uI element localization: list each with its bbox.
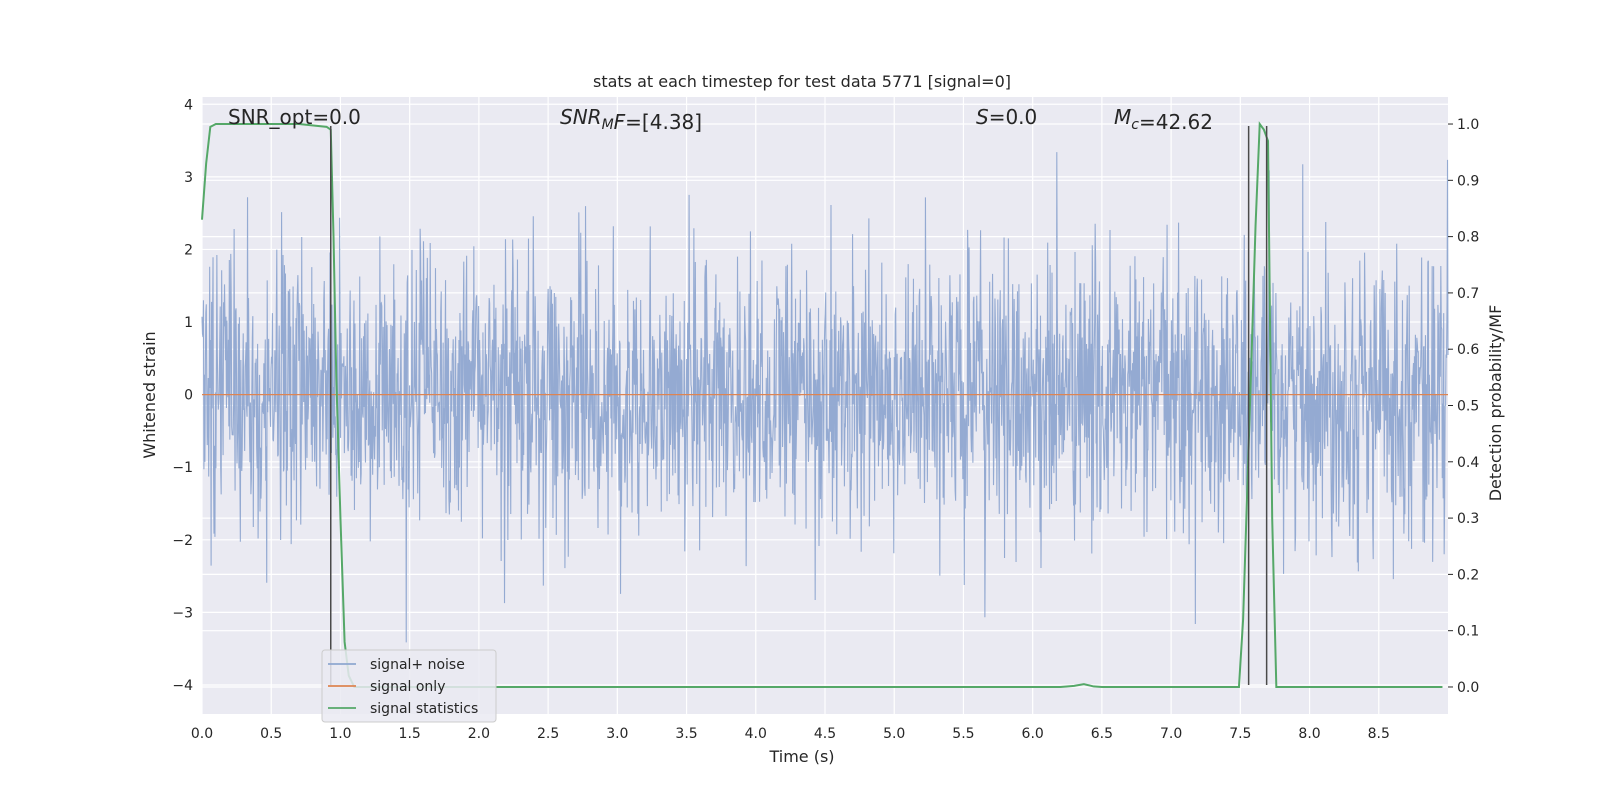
- y-tick-label-left: 1: [184, 315, 193, 331]
- x-tick-label: 4.5: [814, 726, 836, 742]
- y-right-tick-label: 0.0: [1457, 680, 1479, 696]
- y-right-tick-label: 0.2: [1457, 567, 1479, 583]
- x-tick-label: 5.5: [952, 726, 974, 742]
- annotation-part: SNR: [560, 105, 602, 129]
- y-axis-label-left: Whitened strain: [140, 331, 159, 458]
- x-tick-label: 0.0: [191, 726, 213, 742]
- x-tick-label: 1.0: [329, 726, 351, 742]
- annotation-part: M: [602, 117, 614, 133]
- y-right-tick-label: 0.6: [1457, 342, 1479, 358]
- y-tick-label-left: 4: [184, 97, 193, 113]
- x-tick-label: 6.5: [1091, 726, 1113, 742]
- legend-label: signal+ noise: [370, 657, 465, 673]
- x-tick-label: 7.5: [1229, 726, 1251, 742]
- x-tick-label: 7.0: [1160, 726, 1182, 742]
- annotation-part: S: [976, 105, 989, 129]
- y-right-tick-label: 0.7: [1457, 286, 1479, 302]
- x-tick-label: 1.5: [399, 726, 421, 742]
- x-tick-label: 6.0: [1022, 726, 1044, 742]
- x-tick-label: 3.5: [675, 726, 697, 742]
- annotation-part: F: [614, 110, 626, 134]
- x-tick-label: 0.5: [260, 726, 282, 742]
- legend-label: signal statistics: [370, 701, 478, 717]
- legend-box: [321, 649, 497, 723]
- annotation-part: =42.62: [1139, 110, 1213, 134]
- y-tick-label-left: −3: [172, 605, 193, 621]
- x-tick-label: 4.0: [745, 726, 767, 742]
- y-right-tick-label: 1.0: [1457, 117, 1479, 133]
- y-right-tick-label: 0.9: [1457, 173, 1479, 189]
- y-tick-label-left: 0: [184, 388, 193, 404]
- x-tick-label: 2.5: [537, 726, 559, 742]
- x-axis-label: Time (s): [768, 747, 834, 766]
- annotation-snr-mf: SNRMF=[4.38]: [560, 105, 702, 134]
- legend-label: signal only: [370, 679, 445, 695]
- y-tick-label-left: −4: [172, 678, 193, 694]
- annotation-part: M: [1114, 105, 1131, 129]
- x-tick-label: 2.0: [468, 726, 490, 742]
- x-tick-label: 8.5: [1368, 726, 1390, 742]
- series-signal-statistics-line: [201, 121, 1443, 688]
- y-tick-label-left: 2: [184, 242, 193, 258]
- x-tick-label: 5.0: [883, 726, 905, 742]
- annotation-mc-value: Mc=42.62: [1114, 105, 1213, 134]
- annotation-part: =[4.38]: [625, 110, 702, 134]
- annotation-snr-opt: SNR_opt=0.0: [228, 105, 361, 129]
- chart-title: stats at each timestep for test data 577…: [593, 72, 1011, 91]
- y-right-tick-label: 0.4: [1457, 455, 1479, 471]
- series-signal-noise-line: [201, 152, 1449, 643]
- y-right-tick-label: 0.8: [1457, 230, 1479, 246]
- x-tick-label: 8.0: [1298, 726, 1320, 742]
- x-tick-label: 3.0: [606, 726, 628, 742]
- y-tick-label-left: 3: [184, 170, 193, 186]
- y-right-tick-label: 0.3: [1457, 511, 1479, 527]
- annotation-s-value: S=0.0: [976, 105, 1037, 129]
- y-tick-label-left: −2: [172, 533, 193, 549]
- y-tick-label-left: −1: [172, 460, 193, 476]
- y-axis-label-right: Detection probability/MF: [1486, 305, 1505, 502]
- annotation-part: SNR_opt=0.0: [228, 105, 361, 129]
- annotation-part: c: [1131, 117, 1139, 133]
- annotation-part: =0.0: [989, 105, 1038, 129]
- y-right-tick-label: 0.1: [1457, 624, 1479, 640]
- y-right-tick-label: 0.5: [1457, 399, 1479, 415]
